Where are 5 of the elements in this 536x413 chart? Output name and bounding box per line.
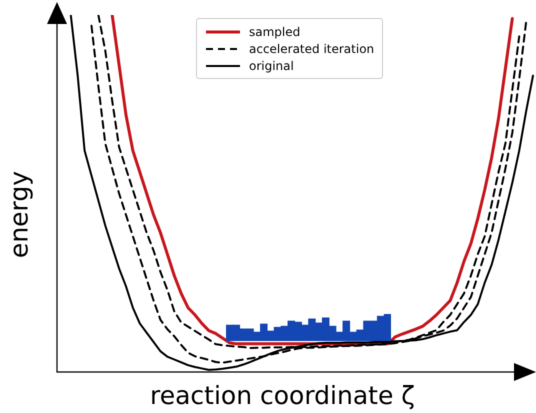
x-axis-title: reaction coordinate ζ — [150, 381, 415, 410]
legend-label: original — [249, 58, 294, 72]
legend-label: sampled — [249, 24, 300, 38]
y-axis-title: energy — [4, 170, 34, 260]
legend-label: accelerated iteration — [249, 42, 374, 56]
